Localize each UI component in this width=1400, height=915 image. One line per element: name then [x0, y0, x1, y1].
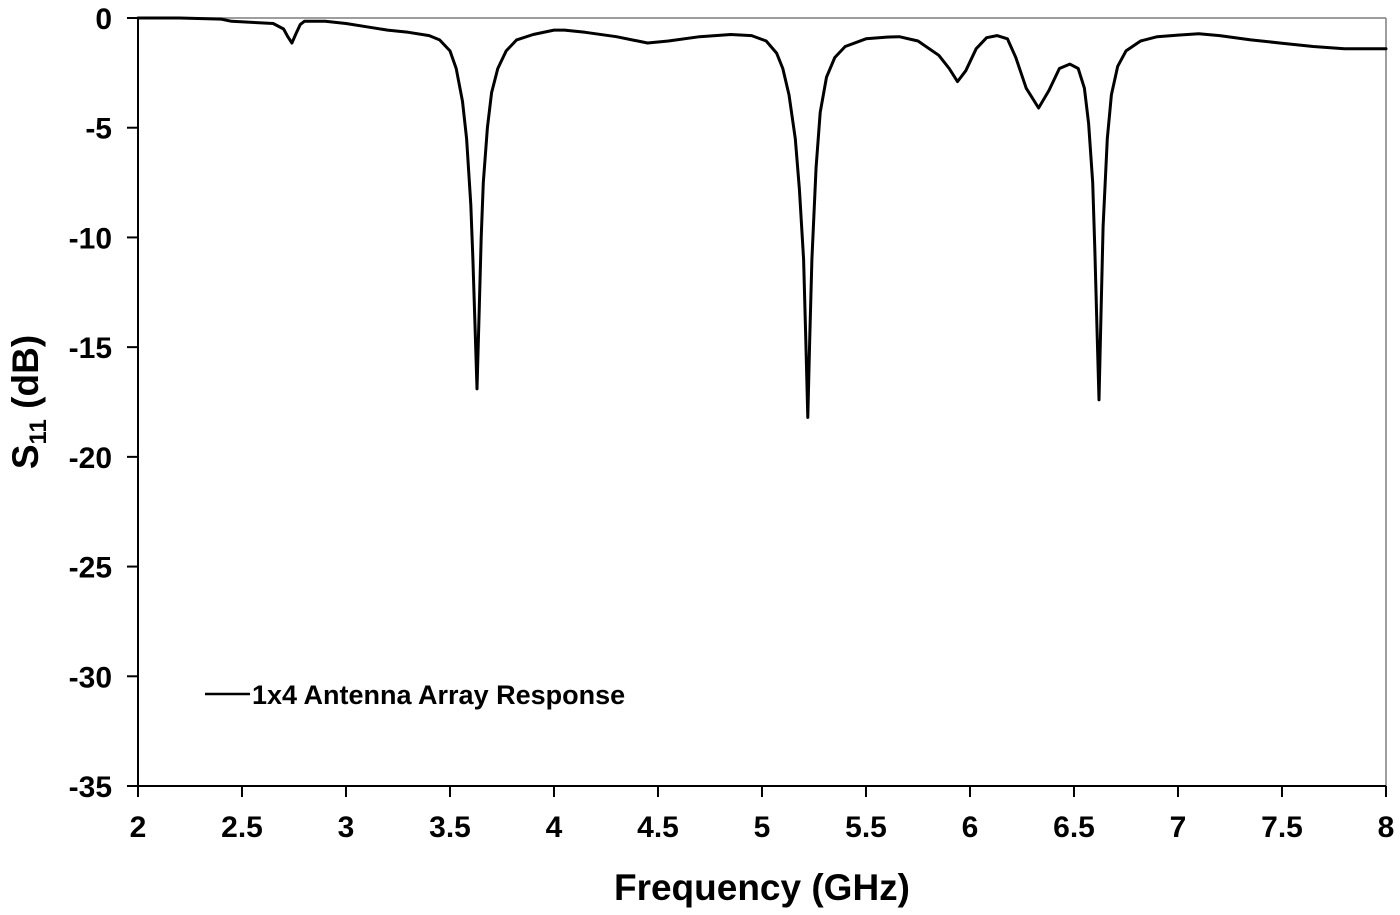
x-tick-label: 4 [546, 811, 563, 844]
legend-label: 1x4 Antenna Array Response [252, 680, 625, 710]
x-tick-label: 4.5 [637, 811, 679, 844]
y-axis-title-unit: (dB) [5, 335, 46, 419]
y-axis-title: S11 (dB) [5, 335, 52, 469]
x-tick-label: 3.5 [429, 811, 471, 844]
y-tick-label: -10 [69, 222, 112, 255]
y-axis-title-main: S [5, 444, 46, 469]
x-tick-label: 8 [1378, 811, 1395, 844]
x-axis-title: Frequency (GHz) [614, 867, 910, 908]
y-tick-label: -35 [69, 771, 112, 804]
series-line [136, 16, 1388, 419]
x-tick-label: 2 [130, 811, 147, 844]
x-tick-label: 7 [1170, 811, 1187, 844]
y-tick-label: -30 [69, 661, 112, 694]
x-tick-label: 5.5 [845, 811, 887, 844]
y-axis-title-subscript: 11 [25, 419, 52, 444]
legend: 1x4 Antenna Array Response [205, 680, 625, 710]
y-tick-label: -5 [85, 113, 112, 146]
plot-area [128, 17, 1387, 787]
x-tick-label: 6 [962, 811, 979, 844]
x-tick-label: 3 [338, 811, 355, 844]
y-axis-ticks: 0 -5 -10 -15 -20 -25 -30 -35 [69, 3, 138, 804]
y-tick-label: -20 [69, 442, 112, 475]
y-tick-label: -15 [69, 332, 112, 365]
x-tick-label: 7.5 [1261, 811, 1303, 844]
series-layer [136, 16, 1388, 419]
x-tick-label: 5 [754, 811, 771, 844]
x-tick-label: 6.5 [1053, 811, 1095, 844]
x-tick-label: 2.5 [221, 811, 263, 844]
x-axis-ticks: 2 2.5 3 3.5 4 4.5 5 5.5 6 6.5 7 7.5 8 [130, 786, 1395, 844]
y-tick-label: -25 [69, 552, 112, 585]
svg-text:S11 (dB): S11 (dB) [5, 335, 52, 469]
y-tick-label: 0 [95, 3, 112, 36]
